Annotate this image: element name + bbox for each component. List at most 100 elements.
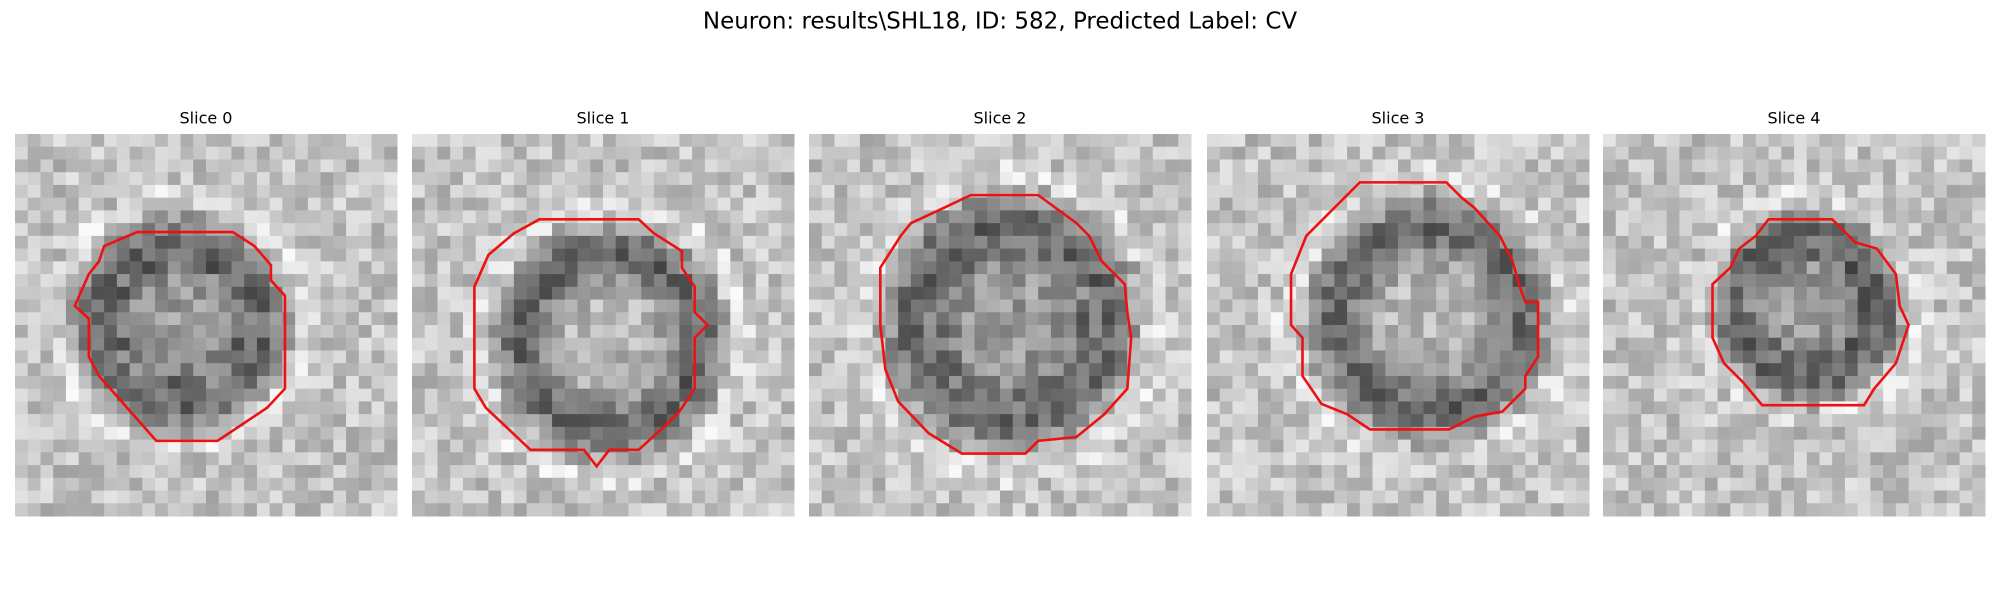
- pixel: [628, 286, 642, 301]
- pixel: [885, 197, 899, 211]
- pixel: [679, 286, 693, 301]
- pixel: [781, 465, 795, 479]
- pixel: [809, 210, 823, 224]
- pixel: [910, 439, 925, 453]
- pixel: [577, 210, 591, 224]
- pixel: [1704, 146, 1719, 160]
- pixel: [333, 325, 347, 339]
- pixel: [666, 388, 680, 402]
- pixel: [910, 134, 925, 148]
- pixel: [615, 235, 629, 250]
- pixel: [743, 235, 757, 250]
- pixel: [1908, 426, 1922, 441]
- pixel: [539, 210, 553, 224]
- pixel: [1359, 503, 1374, 517]
- pixel: [307, 363, 322, 377]
- pixel: [1270, 401, 1284, 415]
- pixel: [1076, 197, 1090, 211]
- pixel: [193, 172, 207, 186]
- pixel: [1794, 197, 1808, 211]
- pixel: [193, 426, 207, 441]
- pixel: [1321, 426, 1335, 441]
- pixel: [1934, 363, 1948, 377]
- pixel: [1334, 363, 1348, 377]
- pixel: [501, 235, 515, 250]
- pixel: [730, 184, 744, 199]
- pixel: [1232, 299, 1246, 313]
- pixel: [961, 477, 976, 492]
- pixel: [231, 490, 245, 504]
- pixel: [1806, 325, 1820, 339]
- pixel: [1461, 465, 1475, 479]
- pixel: [1615, 426, 1629, 441]
- pixel: [1538, 274, 1552, 288]
- pixel: [743, 503, 757, 517]
- pixel: [1679, 159, 1693, 173]
- pixel: [15, 312, 29, 326]
- pixel: [218, 146, 232, 160]
- pixel: [755, 503, 770, 517]
- pixel: [1219, 210, 1233, 224]
- pixel: [898, 388, 912, 402]
- pixel: [949, 172, 963, 186]
- pixel: [755, 490, 770, 504]
- pixel: [1576, 363, 1590, 377]
- pixel: [65, 426, 80, 441]
- pixel: [1743, 439, 1757, 453]
- pixel: [809, 235, 823, 250]
- pixel: [1972, 388, 1986, 402]
- pixel: [1448, 274, 1463, 288]
- pixel: [847, 172, 861, 186]
- pixel: [1000, 286, 1014, 301]
- pixel: [1615, 184, 1629, 199]
- pixel: [1525, 477, 1539, 492]
- pixel: [679, 465, 693, 479]
- pixel: [1474, 452, 1488, 466]
- pixel: [730, 426, 744, 441]
- pixel: [1283, 223, 1297, 237]
- pixel: [1730, 465, 1744, 479]
- pixel: [809, 248, 823, 262]
- pixel: [40, 477, 54, 492]
- pixel: [1972, 401, 1986, 415]
- pixel: [1385, 325, 1399, 339]
- pixel: [730, 134, 744, 148]
- pixel: [424, 210, 438, 224]
- pixel: [501, 184, 515, 199]
- pixel: [1844, 350, 1859, 364]
- pixel: [206, 134, 220, 148]
- pixel: [1000, 159, 1014, 173]
- pixel: [1908, 490, 1922, 504]
- pixel: [501, 375, 515, 390]
- pixel: [269, 401, 283, 415]
- pixel: [834, 388, 848, 402]
- pixel: [910, 503, 925, 517]
- pixel: [104, 134, 118, 148]
- pixel: [1666, 312, 1680, 326]
- pixel: [1283, 184, 1297, 199]
- pixel: [371, 286, 385, 301]
- pixel: [730, 299, 744, 313]
- pixel: [1461, 235, 1475, 250]
- pixel: [218, 375, 232, 390]
- pixel: [1870, 503, 1884, 517]
- pixel: [1692, 312, 1706, 326]
- pixel: [256, 235, 271, 250]
- pixel: [15, 477, 29, 492]
- pixel: [1730, 134, 1744, 148]
- pixel: [1461, 286, 1475, 301]
- pixel: [1410, 274, 1424, 288]
- pixel: [730, 401, 744, 415]
- pixel: [1219, 426, 1233, 441]
- pixel: [1666, 134, 1680, 148]
- pixel: [437, 184, 451, 199]
- pixel: [1232, 159, 1246, 173]
- pixel: [961, 337, 976, 351]
- pixel: [628, 223, 642, 237]
- pixel: [358, 426, 373, 441]
- pixel: [333, 490, 347, 504]
- pixel: [704, 465, 719, 479]
- pixel: [809, 363, 823, 377]
- pixel: [27, 210, 41, 224]
- pixel: [1679, 312, 1693, 326]
